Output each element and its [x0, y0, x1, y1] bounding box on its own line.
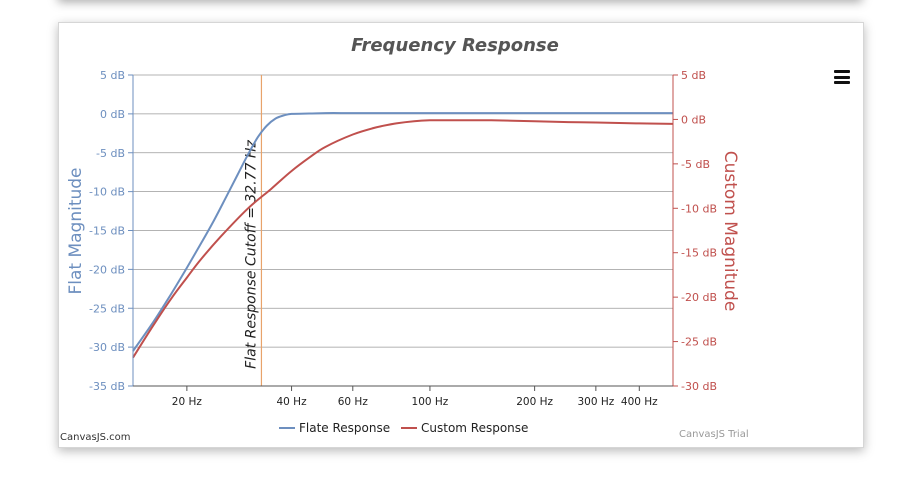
y-right-tick-label: -10 dB [681, 202, 717, 215]
y-right-tick-label: -25 dB [681, 336, 717, 349]
x-tick-label: 400 Hz [621, 396, 658, 408]
plot-area: Flat Response Cutoff = 32.77 Hz [132, 75, 674, 386]
y-left-tick-label: -10 dB [89, 186, 125, 199]
y-left-tick-label: -25 dB [89, 302, 125, 315]
y-right-tick-label: -15 dB [681, 247, 717, 260]
x-tick-label: 20 Hz [172, 396, 203, 408]
y-right-tick-label: -30 dB [681, 380, 717, 393]
x-tick-label: 300 Hz [577, 396, 614, 408]
y-left-tick-label: 0 dB [100, 108, 125, 121]
chart-title: Frequency Response [351, 35, 559, 56]
x-tick-label: 40 Hz [276, 396, 307, 408]
y-left-tick-label: 5 dB [100, 69, 125, 82]
y-right-tick-label: -5 dB [681, 158, 710, 171]
y-left-tick-label: -30 dB [89, 341, 125, 354]
custom-response-line [132, 119, 674, 359]
y-left-tick-label: -20 dB [89, 263, 125, 276]
x-tick-label: 100 Hz [412, 396, 449, 408]
y-axis-right-title: Custom Magnitude [720, 151, 740, 312]
y-axis-left-title: Flat Magnitude [66, 167, 86, 294]
y-left-tick-label: -5 dB [96, 147, 125, 160]
chart-container [58, 22, 864, 448]
x-tick-label: 200 Hz [516, 396, 553, 408]
cutoff-label: Flat Response Cutoff = 32.77 Hz [243, 140, 259, 369]
legend-item-label[interactable]: Custom Response [421, 421, 528, 435]
legend-item-label[interactable]: Flate Response [299, 421, 390, 435]
legend[interactable]: Flate Response Custom Response [279, 421, 528, 435]
y-right-tick-label: 0 dB [681, 113, 706, 126]
hamburger-menu-icon[interactable] [834, 70, 850, 84]
axes: 5 dB 0 dB -5 dB -10 dB -15 dB -20 dB -25 dB -30… [89, 69, 717, 408]
y-right-tick-label: 5 dB [681, 69, 706, 82]
credit-right: CanvasJS Trial [679, 429, 749, 440]
flat-response-line [132, 112, 673, 352]
y-right-tick-label: -20 dB [681, 291, 717, 304]
y-left-tick-label: -15 dB [89, 225, 125, 238]
x-tick-label: 60 Hz [338, 396, 369, 408]
y-left-tick-label: -35 dB [89, 380, 125, 393]
credit-left[interactable]: CanvasJS.com [60, 432, 131, 443]
